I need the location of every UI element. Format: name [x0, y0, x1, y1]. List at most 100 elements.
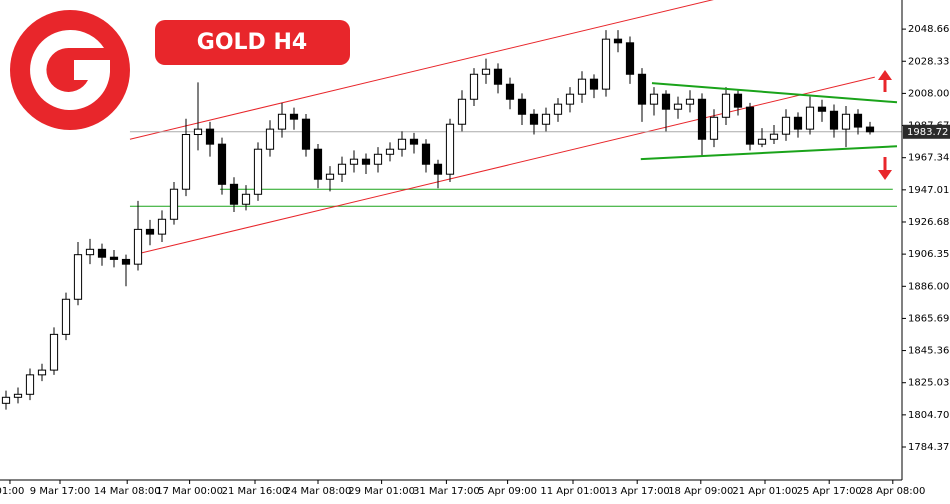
- candle: [673, 96, 683, 119]
- y-tick-label: 2008.00: [908, 88, 949, 99]
- candle-body: [361, 158, 371, 165]
- candle-body: [301, 118, 311, 150]
- candle-body: [697, 98, 707, 140]
- candle-body: [721, 93, 731, 118]
- candle: [85, 238, 95, 265]
- candle: [853, 109, 863, 135]
- candle-body: [193, 128, 203, 136]
- candle-body: [37, 369, 47, 376]
- triangle-line: [651, 82, 898, 104]
- y-tick-label: 2048.66: [908, 24, 949, 35]
- candle-body: [805, 106, 815, 130]
- candle: [805, 96, 815, 135]
- candle: [313, 143, 323, 189]
- candle-body: [673, 103, 683, 110]
- candle-body: [97, 248, 107, 258]
- candle: [565, 87, 575, 113]
- candle: [25, 368, 35, 401]
- candle: [325, 166, 335, 192]
- down-arrow: [878, 157, 892, 180]
- candle-body: [1, 396, 11, 404]
- candle: [457, 90, 467, 132]
- candle-body: [565, 93, 575, 105]
- plot-area: [1, 0, 902, 410]
- candle: [601, 30, 611, 97]
- candle-body: [337, 163, 347, 175]
- candle: [529, 109, 539, 135]
- x-tick-label: 01:00: [0, 486, 24, 497]
- candle-body: [553, 103, 563, 115]
- candle: [649, 87, 659, 116]
- y-tick-label: 2028.33: [908, 56, 949, 67]
- candle: [397, 131, 407, 157]
- y-tick-label: 1865.69: [908, 313, 949, 324]
- x-tick-label: 25 Apr 17:00: [797, 486, 862, 497]
- candle: [121, 254, 131, 287]
- candle-body: [169, 188, 179, 220]
- candle-body: [181, 134, 191, 190]
- candle-body: [829, 110, 839, 130]
- candle: [637, 68, 647, 122]
- candle-body: [505, 83, 515, 100]
- candle: [433, 159, 443, 189]
- candle-body: [541, 113, 551, 125]
- candle-body: [865, 126, 875, 133]
- x-tick-label: 14 Mar 08:00: [94, 486, 161, 497]
- candle: [685, 90, 695, 113]
- candle-body: [61, 298, 71, 335]
- candle-body: [85, 248, 95, 256]
- candle: [349, 150, 359, 173]
- channel-line: [129, 0, 714, 140]
- candle: [757, 128, 767, 148]
- candle-body: [517, 98, 527, 115]
- candle-body: [109, 256, 119, 260]
- candle-body: [709, 116, 719, 140]
- chart-title: GOLD H4: [197, 30, 307, 55]
- candle: [133, 200, 143, 271]
- candle-body: [385, 148, 395, 155]
- candle: [361, 153, 371, 175]
- x-tick-label: 17 Mar 00:00: [156, 486, 223, 497]
- candle-body: [217, 143, 227, 185]
- candle: [841, 106, 851, 148]
- current-price-label: 1983.72: [907, 127, 948, 138]
- candle: [205, 121, 215, 157]
- candle: [745, 102, 755, 151]
- candle-body: [781, 116, 791, 135]
- x-tick-label: 28 Apr 08:00: [860, 486, 925, 497]
- candle: [541, 107, 551, 132]
- candle: [769, 125, 779, 144]
- candle-body: [841, 113, 851, 130]
- candle: [373, 147, 383, 173]
- candle: [733, 90, 743, 116]
- candle: [49, 327, 59, 375]
- y-tick-label: 1947.01: [908, 185, 949, 196]
- candle-body: [445, 123, 455, 175]
- current-price-box: [903, 124, 950, 139]
- candle-body: [661, 93, 671, 110]
- candle-body: [241, 193, 251, 205]
- candle: [109, 249, 119, 268]
- x-tick-label: 13 Apr 17:00: [605, 486, 670, 497]
- candle: [721, 87, 731, 126]
- candle: [613, 30, 623, 53]
- candle-body: [373, 153, 383, 165]
- candle: [265, 120, 275, 157]
- candle-body: [769, 133, 779, 140]
- candle-body: [121, 258, 131, 265]
- candle: [61, 292, 71, 341]
- candle-body: [313, 148, 323, 180]
- candle: [181, 118, 191, 197]
- candle: [697, 93, 707, 157]
- candle-body: [685, 98, 695, 105]
- candle-body: [229, 183, 239, 205]
- candle: [829, 104, 839, 138]
- candle: [169, 181, 179, 225]
- candle: [385, 142, 395, 162]
- candle: [13, 387, 23, 404]
- candle: [493, 63, 503, 94]
- title-badge: [155, 20, 350, 65]
- x-tick-label: 21 Apr 01:00: [732, 486, 797, 497]
- y-tick-label: 1804.70: [908, 410, 949, 421]
- candle-body: [49, 333, 59, 371]
